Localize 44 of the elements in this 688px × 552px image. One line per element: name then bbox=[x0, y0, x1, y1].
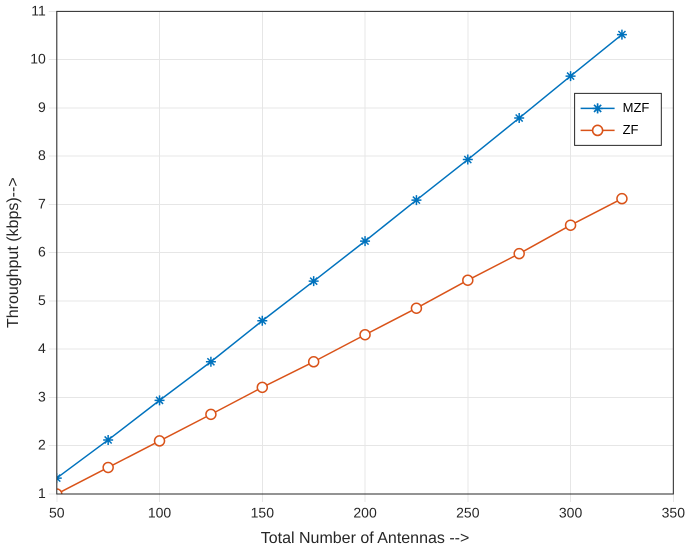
x-tick-label: 50 bbox=[48, 504, 65, 520]
point bbox=[462, 154, 474, 166]
point bbox=[359, 235, 371, 247]
x-tick-label: 200 bbox=[353, 504, 377, 520]
x-tick-label: 350 bbox=[662, 504, 686, 520]
y-tick-label: 5 bbox=[38, 292, 46, 308]
y-tick-label: 9 bbox=[38, 98, 46, 115]
point bbox=[308, 356, 320, 368]
point bbox=[616, 28, 628, 40]
point bbox=[564, 70, 576, 82]
y-tick-label: 7 bbox=[38, 195, 46, 212]
x-tick-label: 150 bbox=[250, 504, 274, 520]
point bbox=[616, 192, 628, 204]
point bbox=[154, 394, 166, 406]
point bbox=[205, 408, 217, 420]
point bbox=[154, 435, 166, 447]
point bbox=[256, 382, 268, 394]
y-tick-label: 10 bbox=[30, 50, 46, 67]
y-tick-label: 8 bbox=[38, 147, 46, 164]
point bbox=[462, 274, 474, 286]
y-tick-label: 6 bbox=[38, 244, 46, 260]
point bbox=[102, 434, 114, 446]
y-tick-label: 2 bbox=[38, 436, 46, 453]
legend-label: ZF bbox=[622, 122, 639, 137]
point bbox=[564, 219, 576, 231]
y-tick-label: 11 bbox=[31, 2, 46, 18]
y-tick-label: 3 bbox=[38, 388, 46, 404]
point bbox=[205, 356, 217, 368]
legend-label: MZF bbox=[622, 100, 650, 115]
point bbox=[410, 194, 422, 206]
x-tick-label: 300 bbox=[558, 504, 582, 520]
point bbox=[359, 328, 371, 340]
y-axis-title: Throughput (kbps)--> bbox=[5, 177, 22, 328]
point bbox=[513, 248, 525, 260]
x-tick-label: 100 bbox=[148, 504, 172, 520]
point bbox=[513, 112, 525, 124]
y-tick-label: 1 bbox=[38, 484, 46, 501]
point bbox=[410, 302, 422, 314]
point bbox=[102, 462, 114, 474]
x-tick-label: 250 bbox=[456, 504, 480, 520]
y-tick-label: 4 bbox=[38, 340, 46, 356]
x-axis-title: Total Number of Antennas --> bbox=[260, 530, 470, 547]
point bbox=[308, 275, 320, 287]
point bbox=[256, 314, 268, 326]
